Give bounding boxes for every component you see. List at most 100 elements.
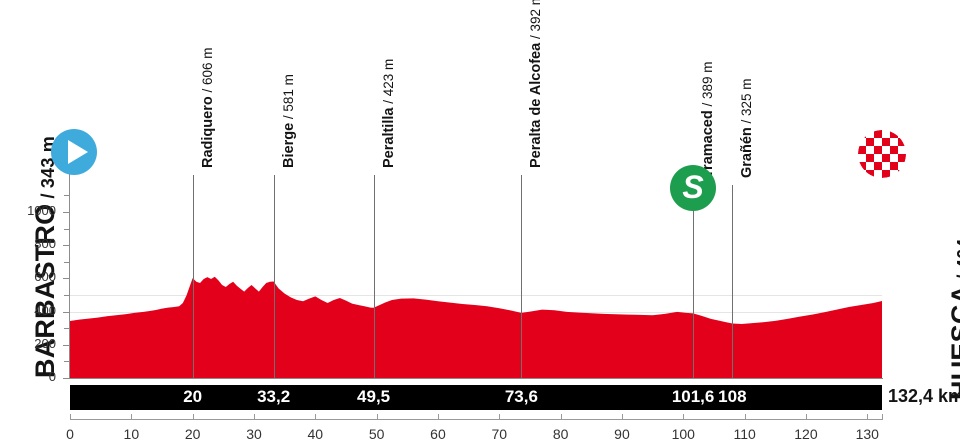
- poi-altitude: 392 m: [528, 0, 543, 32]
- x-tick: [70, 414, 71, 420]
- y-tick-label: 0: [48, 369, 56, 384]
- x-tick-label: 120: [794, 426, 818, 442]
- poi-stem: [732, 185, 733, 378]
- poi-label: Peraltilla / 423 m: [380, 59, 398, 168]
- x-tick-label: 60: [430, 426, 446, 442]
- x-tick: [683, 414, 684, 420]
- gridline: [70, 295, 882, 296]
- poi-stem: [274, 175, 275, 378]
- poi-stem: [193, 175, 194, 378]
- x-tick: [561, 414, 562, 420]
- x-tick: [131, 414, 132, 420]
- y-tick-minor: [64, 195, 69, 197]
- poi-label: Peralta de Alcofea / 392 m: [527, 0, 545, 168]
- distance-bar-label: 73,6: [504, 387, 538, 406]
- y-tick-minor: [64, 328, 69, 330]
- poi-name: Peraltilla: [381, 107, 397, 168]
- play-triangle: [68, 140, 88, 164]
- y-tick-minor: [64, 228, 69, 230]
- x-tick-label: 30: [246, 426, 262, 442]
- y-tick-major: [63, 311, 69, 313]
- x-tick-label: 20: [184, 426, 201, 442]
- x-tick: [867, 414, 868, 420]
- y-tick-label: 200: [34, 335, 56, 351]
- x-tick-label: 50: [368, 426, 385, 442]
- distance-bar-label: 108: [718, 387, 747, 406]
- poi-altitude: 325 m: [739, 78, 754, 116]
- poi-label: Bierge / 581 m: [280, 74, 298, 168]
- y-axis: 0 200 400 600 800 1000: [0, 0, 70, 448]
- y-tick-minor: [64, 295, 69, 296]
- poi-name: Bierge: [281, 122, 297, 168]
- x-tick-label: 90: [614, 426, 630, 442]
- y-tick-major: [63, 212, 69, 213]
- x-tick-end: [882, 414, 883, 420]
- poi-stem: [521, 175, 522, 378]
- poi-altitude: 423 m: [381, 58, 396, 97]
- distance-bar-label: 49,5: [357, 387, 391, 406]
- x-axis: 0 10 20 30 40 50 60 70 80 90 100 110 120 130: [0, 414, 960, 448]
- sprint-icon[interactable]: S: [670, 165, 717, 211]
- x-axis-baseline: [69, 378, 883, 379]
- total-distance-label: 132,4 km: [888, 386, 960, 406]
- poi-name: Radiquero: [200, 96, 216, 168]
- poi-name: Peralta de Alcofea: [528, 42, 544, 168]
- checkered-flag-icon[interactable]: [858, 130, 906, 178]
- x-tick-label: 100: [671, 426, 695, 442]
- y-tick-label: 400: [34, 302, 56, 318]
- poi-label: Radiquero / 606 m: [199, 48, 217, 169]
- elevation-profile-area: [70, 276, 882, 378]
- finish-city-label: HUESCA / 464 m: [916, 0, 960, 400]
- play-icon[interactable]: [51, 129, 97, 175]
- x-tick: [438, 414, 439, 420]
- poi-separator: /: [739, 115, 754, 128]
- distance-bar: [70, 385, 882, 410]
- distance-bar-label: 20: [183, 387, 203, 406]
- x-tick: [254, 414, 255, 420]
- x-axis-line: [70, 419, 883, 420]
- y-tick-major: [63, 344, 69, 346]
- y-tick-label: 1000: [27, 203, 56, 218]
- distance-bar-label: 33,2: [257, 387, 291, 406]
- x-tick: [377, 414, 378, 420]
- x-tick: [193, 414, 194, 420]
- y-tick-minor: [64, 361, 69, 363]
- x-tick: [315, 414, 316, 420]
- poi-altitude: 606 m: [200, 47, 215, 86]
- x-tick-label: 70: [491, 426, 508, 442]
- x-tick-label: 80: [552, 426, 569, 442]
- x-tick-label: 40: [307, 426, 324, 442]
- poi-label: Tramaced / 389 m: [699, 61, 717, 178]
- y-tick-major: [63, 278, 69, 280]
- poi-separator: /: [281, 111, 296, 123]
- poi-altitude: 389 m: [700, 61, 715, 100]
- x-tick: [499, 414, 500, 420]
- y-tick-label: 600: [34, 269, 56, 285]
- distance-bar-label: 101,6: [671, 387, 715, 406]
- poi-name: Grañén: [739, 127, 755, 178]
- poi-separator: /: [528, 31, 543, 43]
- poi-separator: /: [700, 99, 715, 111]
- y-axis-line: [69, 140, 70, 379]
- poi-separator: /: [200, 85, 215, 97]
- x-tick: [806, 414, 807, 420]
- finish-altitude: 464 m: [954, 217, 960, 270]
- y-tick-major: [63, 245, 69, 247]
- x-tick-label: 10: [123, 426, 140, 442]
- finish-city-name: HUESCA: [946, 284, 960, 400]
- poi-stem: [693, 185, 694, 378]
- x-tick-label: 0: [66, 426, 74, 442]
- x-tick: [622, 414, 623, 420]
- poi-stem: [374, 175, 375, 378]
- y-tick-label: 800: [34, 236, 56, 252]
- poi-separator: /: [381, 96, 396, 108]
- poi-label: Grañén / 325 m: [738, 78, 756, 178]
- y-tick-minor: [64, 261, 69, 263]
- x-tick-label: 110: [733, 426, 756, 442]
- finish-separator: /: [954, 269, 960, 285]
- x-tick: [745, 414, 746, 420]
- x-tick-label: 130: [855, 426, 879, 442]
- poi-altitude: 581 m: [281, 74, 296, 112]
- y-tick-major: [63, 378, 69, 379]
